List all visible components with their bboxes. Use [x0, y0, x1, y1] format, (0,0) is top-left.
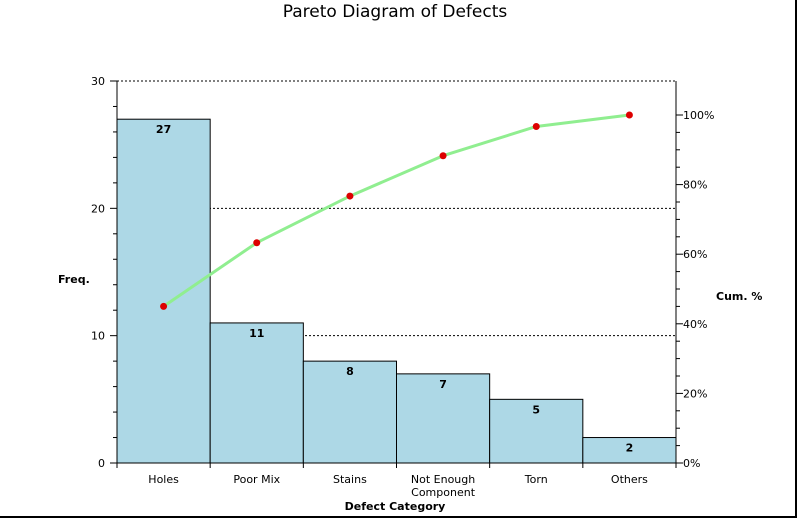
y-tick-label: 30 [91, 75, 105, 88]
cumulative-point [532, 122, 540, 130]
bar-value-label: 11 [249, 327, 264, 340]
x-tick-label: Poor Mix [233, 473, 280, 486]
y2-tick-label: 20% [683, 387, 707, 400]
cumulative-point [346, 192, 354, 200]
y2-tick-label: 80% [683, 179, 707, 192]
bar [582, 437, 677, 464]
y2-tick-label: 0% [683, 457, 700, 470]
bar-value-label: 27 [156, 123, 171, 136]
cumulative-point [625, 111, 633, 119]
chart-title: Pareto Diagram of Defects [283, 2, 508, 22]
frame-bottom-edge [0, 516, 797, 518]
y-axis-label: Freq. [58, 273, 90, 286]
x-axis-label: Defect Category [345, 500, 446, 513]
cumulative-line [160, 111, 633, 310]
cumulative-point [439, 152, 447, 160]
y-tick-label: 10 [91, 330, 105, 343]
bar-value-label: 2 [626, 442, 634, 455]
bar [489, 398, 584, 464]
x-tick-label: Stains [333, 473, 367, 486]
bar [396, 373, 491, 464]
cumulative-percent-line [162, 113, 630, 308]
axes: 0 10 20 30 0% 20% 40% 60% 80% 100% Holes Poor Mix St… [91, 75, 714, 499]
bars: 27 11 8 7 5 2 [116, 118, 677, 464]
y2-tick-label: 60% [683, 248, 707, 261]
x-tick-label: Others [611, 473, 648, 486]
x-tick-label: Not Enough [411, 473, 475, 486]
y2-tick-label: 100% [683, 109, 714, 122]
bar-value-label: 8 [346, 365, 354, 378]
x-tick-label: Holes [148, 473, 179, 486]
cumulative-point [253, 239, 261, 247]
bar [116, 118, 211, 464]
y-tick-label: 20 [91, 202, 105, 215]
y-tick-label: 0 [98, 457, 105, 470]
frame-right-edge [795, 0, 797, 518]
bar [209, 322, 304, 464]
x-tick-label: Component [411, 486, 476, 499]
bar [302, 360, 398, 464]
cumulative-point [160, 302, 168, 310]
x-tick-label: Torn [524, 473, 548, 486]
y2-axis-label: Cum. % [716, 290, 762, 303]
y2-tick-label: 40% [683, 318, 707, 331]
bar-value-label: 7 [439, 378, 447, 391]
bar-value-label: 5 [532, 403, 540, 416]
